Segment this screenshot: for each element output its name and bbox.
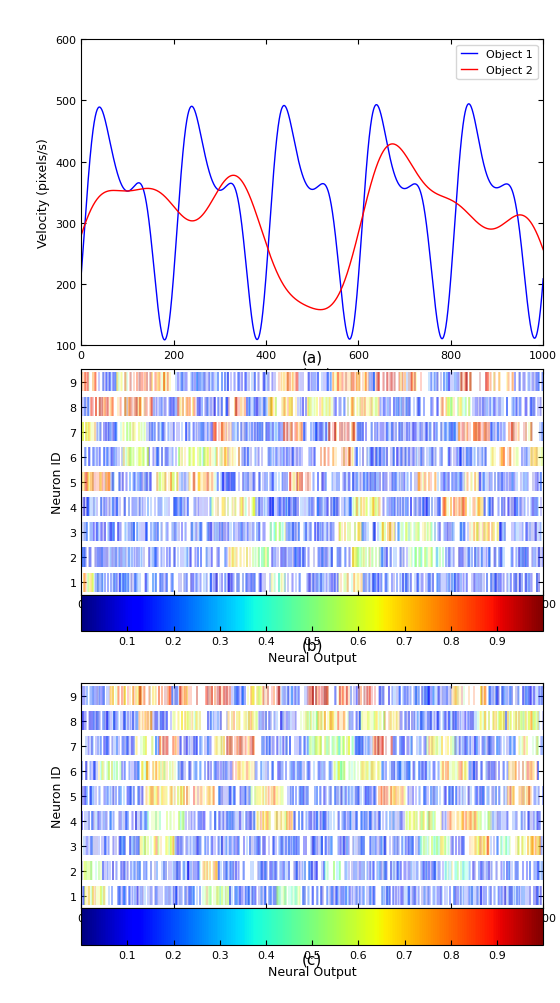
X-axis label: $t$ (ms): $t$ (ms) xyxy=(293,616,332,630)
Object 1 xyxy=(540,274,547,286)
Object 1 xyxy=(101,113,108,125)
Object 2 xyxy=(290,292,297,304)
Text: (a): (a) xyxy=(302,350,323,365)
Object 2 xyxy=(317,304,324,316)
Object 2 xyxy=(302,300,309,312)
Object 1 xyxy=(527,319,534,331)
Object 2 xyxy=(442,193,449,205)
Text: (c): (c) xyxy=(302,951,323,966)
Object 2 xyxy=(526,216,533,228)
Object 1 xyxy=(442,325,449,337)
Object 1 xyxy=(291,133,297,145)
Y-axis label: Neuron ID: Neuron ID xyxy=(50,764,64,827)
Object 1 xyxy=(303,179,310,191)
X-axis label: Neural Output: Neural Output xyxy=(268,652,357,665)
Object 1 xyxy=(465,98,472,110)
Object 1 xyxy=(526,317,533,329)
Object 2 xyxy=(389,138,396,150)
Line: Object 2: Object 2 xyxy=(81,144,543,310)
Line: Object 1: Object 1 xyxy=(81,104,543,340)
Object 2 xyxy=(527,217,534,229)
Object 2 xyxy=(78,230,85,242)
Y-axis label: Neuron ID: Neuron ID xyxy=(50,451,64,514)
X-axis label: $t$ (ms): $t$ (ms) xyxy=(293,929,332,944)
Object 1 xyxy=(161,334,168,346)
X-axis label: $t$ (ms): $t$ (ms) xyxy=(293,366,332,381)
Object 1 xyxy=(78,270,85,282)
Y-axis label: Velocity (pixels/s): Velocity (pixels/s) xyxy=(36,138,50,248)
X-axis label: Neural Output: Neural Output xyxy=(268,965,357,978)
Object 2 xyxy=(101,188,108,200)
Legend: Object 1, Object 2: Object 1, Object 2 xyxy=(456,46,538,80)
Object 2 xyxy=(540,245,547,257)
Text: (b): (b) xyxy=(301,638,323,653)
